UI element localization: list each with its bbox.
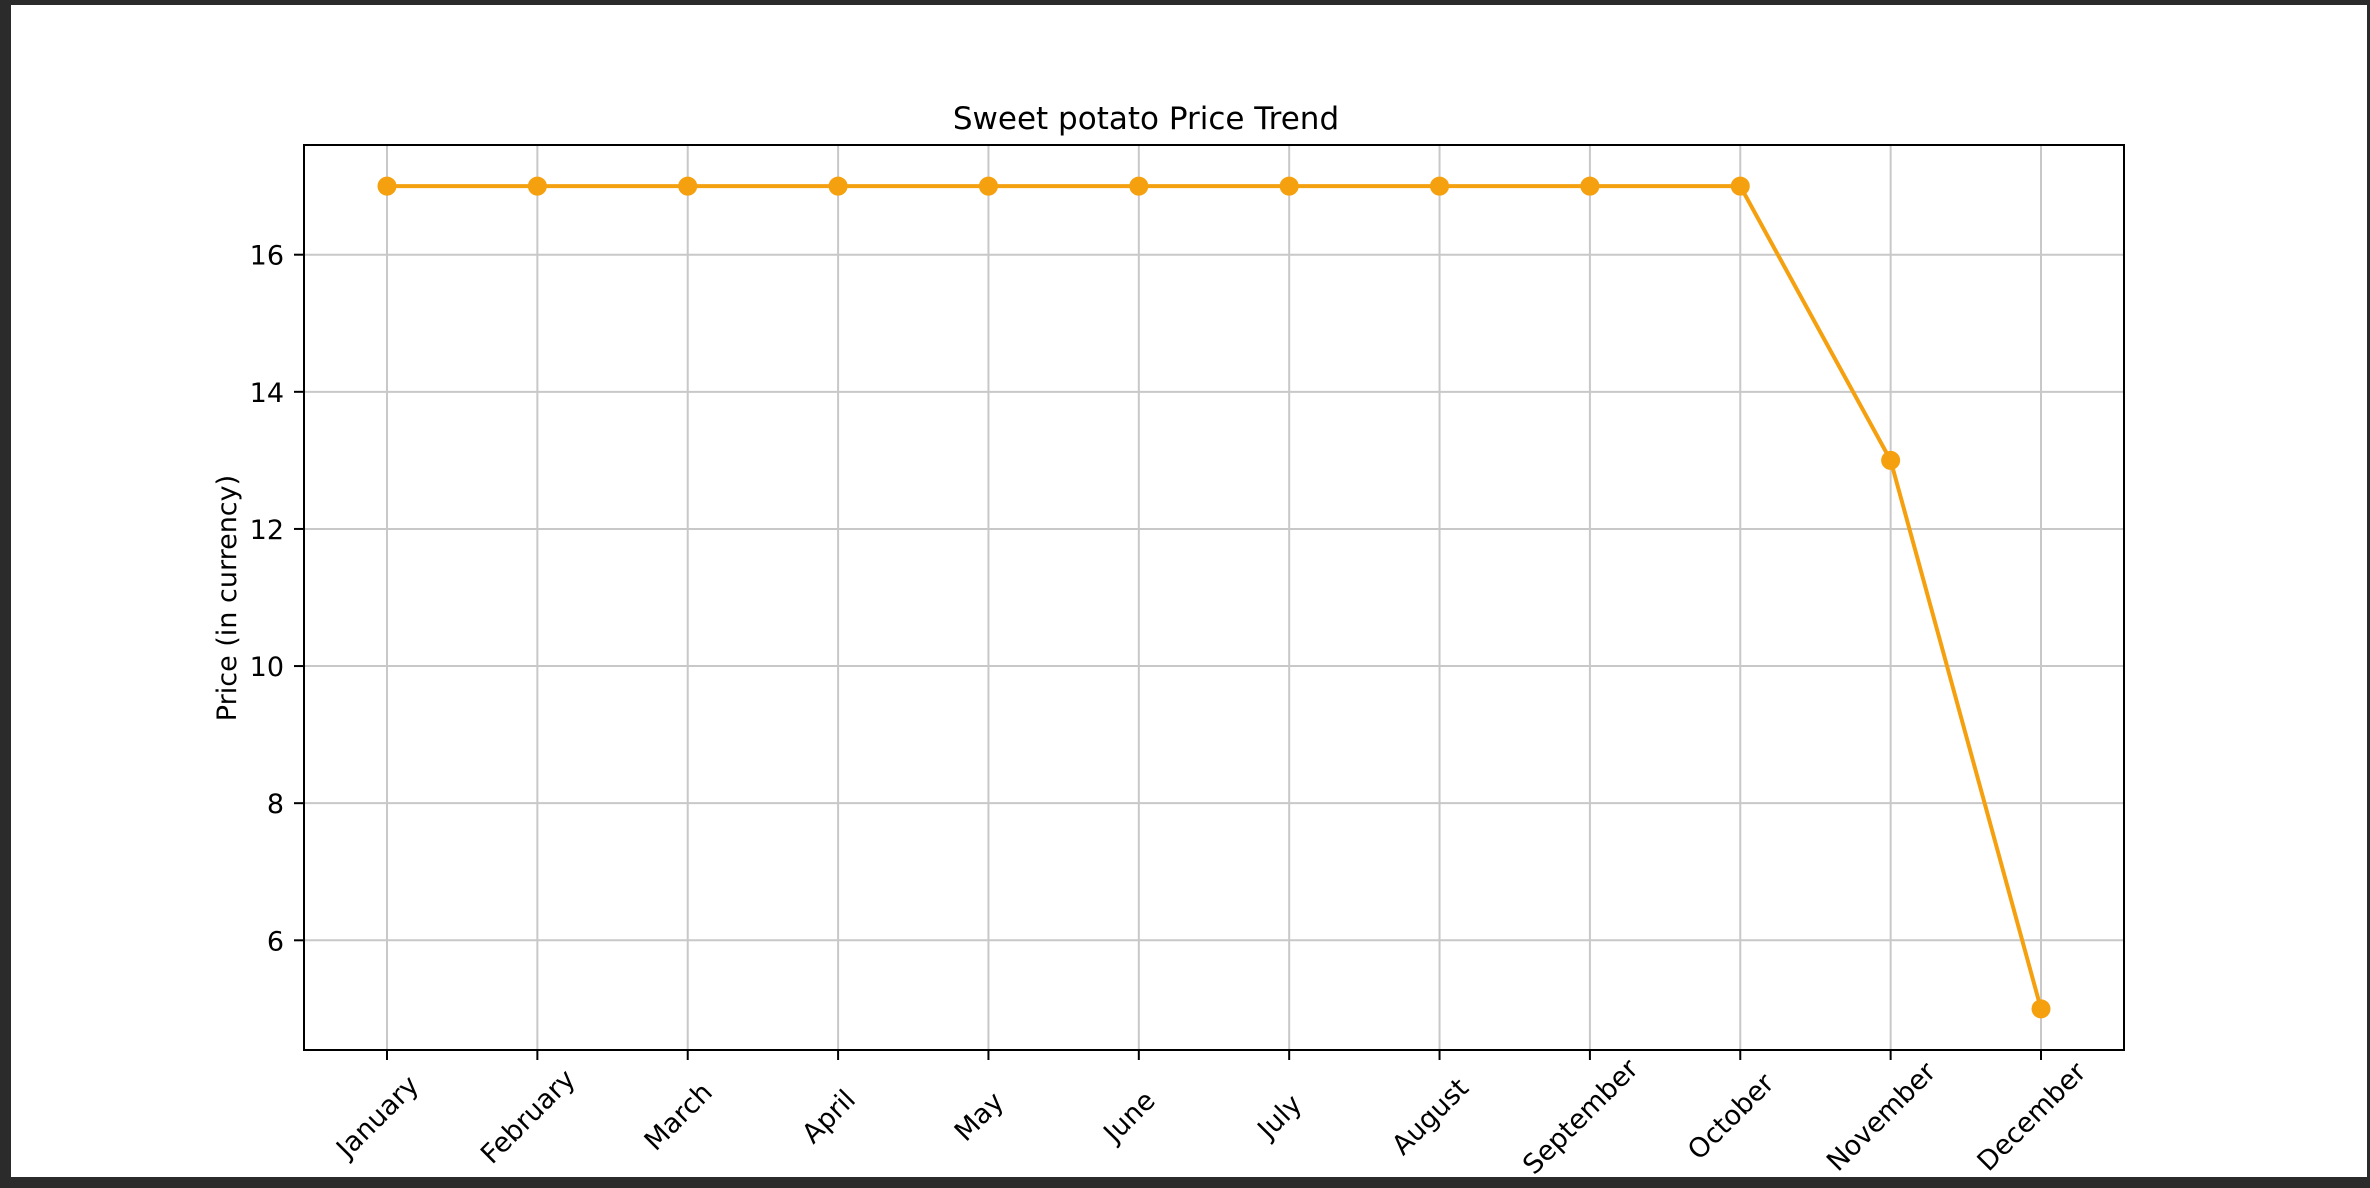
data-point [2031, 999, 2051, 1019]
plot-border [303, 144, 2125, 1051]
x-tick-label: July [1251, 1089, 1309, 1147]
x-tick-label: April [796, 1084, 862, 1150]
grid-lines [304, 145, 2124, 1050]
data-point [1279, 176, 1299, 196]
x-axis-tick-labels: January February March April May June July Augu… [329, 1053, 2093, 1181]
y-tick-label: 12 [250, 515, 284, 546]
x-tick-label: August [1386, 1073, 1475, 1162]
data-point [377, 176, 397, 196]
x-tick-label: June [1097, 1085, 1162, 1150]
x-tick-label: December [1972, 1056, 2094, 1178]
y-tick-label: 16 [250, 241, 284, 272]
series-layer [377, 176, 2051, 1019]
data-point [1129, 176, 1149, 196]
x-tick-label: March [639, 1077, 719, 1157]
chart-title: Sweet potato Price Trend [953, 101, 1339, 137]
y-tick-label: 14 [250, 378, 284, 409]
x-tick-label: May [949, 1086, 1010, 1147]
y-axis-label: Price (in currency) [212, 475, 243, 721]
x-tick-label: October [1682, 1067, 1781, 1166]
data-point [1730, 176, 1750, 196]
axes [294, 144, 2125, 1060]
y-axis-tick-labels: 6 8 10 12 14 16 [250, 241, 284, 958]
data-point [678, 176, 698, 196]
price-series-line [385, 184, 2043, 1011]
x-tick-label: November [1821, 1056, 1943, 1178]
data-point [1430, 176, 1450, 196]
y-tick-label: 6 [267, 926, 284, 957]
data-point [828, 176, 848, 196]
x-tick-label: September [1517, 1053, 1645, 1181]
x-tick-label: February [475, 1064, 582, 1171]
x-tick-label: January [329, 1070, 425, 1166]
data-point [1580, 176, 1600, 196]
y-tick-label: 10 [250, 652, 284, 683]
data-point [527, 176, 547, 196]
data-point [978, 176, 998, 196]
data-point [1881, 450, 1901, 470]
plot-area [304, 145, 2124, 1050]
y-tick-label: 8 [267, 789, 284, 820]
